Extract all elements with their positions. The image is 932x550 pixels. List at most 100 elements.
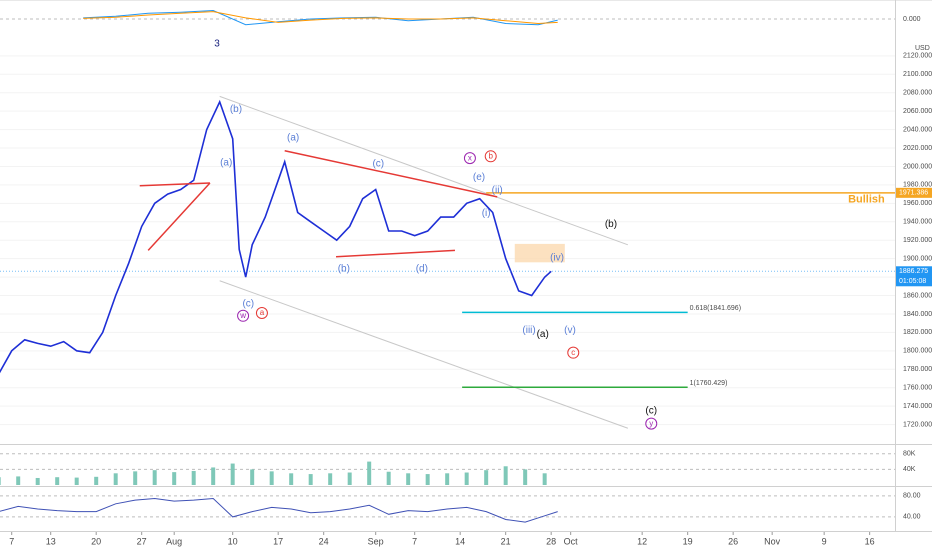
macd-pane — [0, 9, 895, 26]
x-tick-label: 19 — [683, 536, 693, 546]
x-tick-label: 9 — [822, 536, 827, 546]
trend-line — [147, 182, 211, 251]
wave-label: b — [488, 151, 493, 160]
y-tick-label: 40K — [903, 466, 916, 473]
y-tick-label: 2060.000 — [903, 108, 932, 115]
y-tick-label: 0.000 — [903, 16, 921, 23]
y-tick-label: 80.00 — [903, 493, 921, 500]
volume-bar — [289, 473, 294, 485]
x-tick-label: 28 — [546, 536, 556, 546]
x-tick-label: 10 — [228, 536, 238, 546]
y-tick-label: 1960.000 — [903, 200, 932, 207]
trend-line — [284, 150, 498, 198]
x-tick-label: 14 — [455, 536, 465, 546]
price-tag — [896, 187, 932, 198]
x-tick-label: 27 — [137, 536, 147, 546]
volume-bar — [425, 474, 430, 485]
x-tick-label: 13 — [46, 536, 56, 546]
volume-bar — [542, 473, 547, 485]
y-tick-label: 1780.000 — [903, 366, 932, 373]
wave-label: (v) — [564, 325, 576, 336]
wave-label: w — [239, 311, 246, 320]
wave-label: x — [468, 153, 472, 162]
volume-bar — [35, 477, 40, 485]
volume-bar — [406, 473, 411, 485]
volume-bar — [74, 477, 79, 485]
zone — [514, 243, 565, 263]
wave-circle — [567, 346, 580, 359]
trend-line — [219, 280, 629, 429]
wave-circle — [237, 309, 250, 322]
wave-circle — [645, 417, 658, 430]
y-tick-label: 40.00 — [903, 514, 921, 521]
volume-bar — [367, 461, 372, 485]
wave-circle — [255, 307, 268, 320]
volume-bar — [328, 473, 333, 485]
y-tick-label: 1820.000 — [903, 329, 932, 336]
wave-label: Bullish — [848, 194, 885, 206]
x-tick-label: 17 — [273, 536, 283, 546]
indicator-line — [83, 9, 558, 26]
price-tag-label: 1886.275 — [899, 268, 928, 275]
volume-bar — [269, 471, 274, 485]
volume-bar — [211, 467, 216, 485]
trend-line — [219, 95, 629, 246]
x-tick-label: 26 — [728, 536, 738, 546]
volume-bar — [484, 470, 489, 485]
volume-bar — [172, 472, 177, 485]
y-tick-label: 1760.000 — [903, 385, 932, 392]
rsi-line — [0, 497, 558, 523]
volume-bar — [133, 471, 138, 485]
fib-label: 1(1760.429) — [690, 380, 728, 387]
price-tag-sublabel: 01:05:08 — [899, 278, 926, 285]
x-tick-label: Sep — [368, 536, 384, 546]
volume-bar — [55, 477, 60, 485]
y-tick-label: 2000.000 — [903, 163, 932, 170]
wave-label: a — [260, 308, 265, 317]
y-tick-label: 2100.000 — [903, 71, 932, 78]
wave-circle — [463, 152, 476, 165]
x-tick-label: 21 — [501, 536, 511, 546]
y-tick-label: 2080.000 — [903, 90, 932, 97]
wave-label: (a) — [537, 329, 549, 340]
volume-bar — [16, 476, 21, 485]
trend-line — [139, 182, 210, 187]
y-tick-label: 1720.000 — [903, 421, 932, 428]
wave-label: (d) — [416, 263, 428, 274]
wave-label: (c) — [242, 298, 254, 309]
volume-bar — [445, 473, 450, 485]
volume-bar — [113, 473, 118, 485]
axis-label: USD — [915, 45, 930, 52]
x-tick-label: Nov — [764, 536, 781, 546]
wave-label: (a) — [287, 133, 299, 144]
volume-bar — [152, 470, 157, 485]
y-tick-label: 1940.000 — [903, 219, 932, 226]
wave-label: (b) — [230, 104, 242, 115]
y-tick-label: 1840.000 — [903, 311, 932, 318]
rsi-pane — [0, 495, 895, 523]
volume-bar — [523, 469, 528, 485]
y-tick-label: 1740.000 — [903, 403, 932, 410]
volume-bar — [347, 472, 352, 485]
volume-pane — [0, 453, 895, 485]
y-tick-label: 2120.000 — [903, 53, 932, 60]
wave-label: (b) — [605, 219, 617, 230]
x-tick-label: 16 — [865, 536, 875, 546]
x-tick-label: 7 — [412, 536, 417, 546]
x-tick-label: 7 — [9, 536, 14, 546]
y-tick-label: 1900.000 — [903, 255, 932, 262]
x-tick-label: 24 — [319, 536, 329, 546]
wave-label: (iv) — [550, 252, 564, 263]
x-tick-label: Oct — [564, 536, 579, 546]
y-tick-label: 80K — [903, 451, 916, 458]
y-tick-label: 1800.000 — [903, 348, 932, 355]
wave-label: (a) — [220, 157, 232, 168]
wave-circle — [484, 150, 497, 163]
volume-bar — [230, 463, 235, 485]
wave-label: (c) — [372, 158, 384, 169]
wave-label: (iii) — [522, 325, 535, 336]
volume-bar — [191, 470, 196, 485]
wave-label: (c) — [645, 405, 657, 416]
